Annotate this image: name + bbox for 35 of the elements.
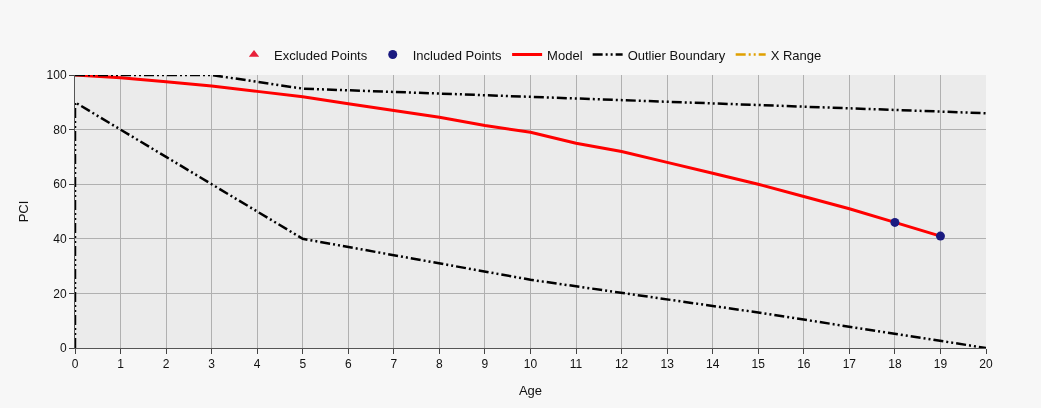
line-series xyxy=(75,75,986,115)
x-tick-label: 13 xyxy=(660,357,675,372)
legend-label: Outlier Boundary xyxy=(627,47,726,63)
x-tick-label: 10 xyxy=(523,357,538,372)
x-tick-label: 14 xyxy=(706,357,720,372)
legend-label: Excluded Points xyxy=(274,47,368,63)
x-tick-label: 1 xyxy=(117,357,125,372)
y-tick-label: 60 xyxy=(53,177,67,192)
x-tick-label: 0 xyxy=(71,357,79,372)
y-tick-label: 100 xyxy=(46,68,67,83)
legend-label: Included Points xyxy=(412,47,503,63)
x-tick-label: 4 xyxy=(253,357,261,372)
x-tick-label: 3 xyxy=(208,357,216,372)
x-tick-label: 7 xyxy=(390,357,398,372)
x-tick-label: 12 xyxy=(614,357,629,372)
y-tick-label: 40 xyxy=(53,232,67,246)
y-tick-label: 80 xyxy=(53,122,67,137)
x-tick-label: 16 xyxy=(797,357,811,372)
legend-label: X Range xyxy=(770,47,822,63)
x-tick-label: 9 xyxy=(481,357,489,372)
x-tick-label: 18 xyxy=(888,357,902,372)
x-axis-title: Age xyxy=(518,383,543,398)
x-tick-label: 11 xyxy=(569,357,583,372)
x-tick-label: 6 xyxy=(344,357,352,372)
x-tick-label: 5 xyxy=(299,357,307,372)
legend-label: Model xyxy=(547,47,583,63)
y-axis-title: PCI xyxy=(15,200,31,223)
y-tick-label: 0 xyxy=(59,341,67,356)
x-tick-label: 8 xyxy=(436,357,444,372)
x-tick-label: 20 xyxy=(979,357,993,372)
x-tick-label: 15 xyxy=(751,357,766,372)
x-tick-label: 17 xyxy=(842,357,857,372)
y-tick-label: 20 xyxy=(53,286,67,301)
x-tick-label: 2 xyxy=(162,357,170,372)
x-tick-label: 19 xyxy=(933,357,948,372)
